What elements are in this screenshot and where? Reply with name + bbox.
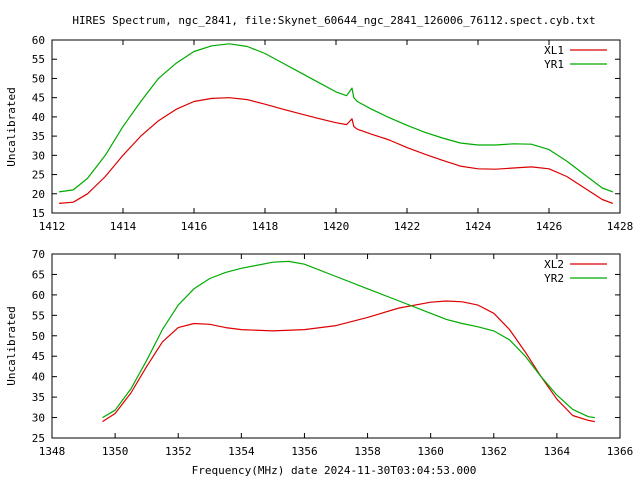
y-tick-label: 45 [32, 92, 45, 105]
y-tick-label: 30 [32, 412, 45, 425]
y-tick-label: 30 [32, 149, 45, 162]
x-tick-label: 1414 [110, 220, 137, 233]
y-tick-label: 25 [32, 169, 45, 182]
x-tick-label: 1350 [102, 445, 129, 458]
x-tick-label: 1358 [354, 445, 381, 458]
bottom-spectrum-panel: 1348 1350 1352 1354 1356 1358 1360 1362 1364 1366… [5, 248, 633, 458]
x-tick-label: 1360 [417, 445, 444, 458]
x-tick-label: 1424 [465, 220, 492, 233]
legend-label: YR1 [544, 58, 564, 71]
y-tick-label: 55 [32, 309, 45, 322]
legend-label: YR2 [544, 272, 564, 285]
x-tick-label: 1364 [544, 445, 571, 458]
y-tick-label: 25 [32, 432, 45, 445]
x-tick-label: 1422 [394, 220, 421, 233]
y-axis-label: Uncalibrated [5, 306, 18, 385]
y-axis-label: Uncalibrated [5, 87, 18, 166]
y-tick-label: 40 [32, 371, 45, 384]
y-tick-label: 50 [32, 72, 45, 85]
series-line-xl2 [102, 300, 595, 423]
y-tick-label: 35 [32, 130, 45, 143]
x-tick-label: 1428 [607, 220, 634, 233]
x-tick-label: 1356 [291, 445, 318, 458]
x-tick-label: 1352 [165, 445, 192, 458]
x-tick-label: 1362 [481, 445, 508, 458]
y-tick-label: 55 [32, 53, 45, 66]
x-tick-label: 1412 [39, 220, 66, 233]
y-tick-label: 60 [32, 289, 45, 302]
top-spectrum-panel: 1412 1414 1416 1418 1420 1422 1424 1426 1428 15 20… [5, 34, 633, 233]
plot-frame [51, 39, 621, 214]
bottom-x-axis-label: Frequency(MHz) date 2024-11-30T03:04:53.… [192, 464, 477, 477]
legend-label: XL2 [544, 258, 564, 271]
x-tick-label: 1426 [536, 220, 563, 233]
series-line-yr1 [59, 43, 614, 193]
y-tick-label: 65 [32, 268, 45, 281]
x-tick-label: 1418 [252, 220, 279, 233]
series-line-yr2 [102, 260, 595, 419]
x-tick-label: 1366 [607, 445, 634, 458]
figure-title: HIRES Spectrum, ngc_2841, file:Skynet_60… [72, 14, 595, 27]
y-tick-label: 20 [32, 188, 45, 201]
plot-frame [51, 253, 621, 439]
y-tick-label: 40 [32, 111, 45, 124]
x-tick-label: 1420 [323, 220, 350, 233]
y-tick-label: 60 [32, 34, 45, 47]
series-line-xl1 [59, 97, 614, 204]
y-tick-label: 35 [32, 391, 45, 404]
x-tick-label: 1348 [39, 445, 66, 458]
x-tick-label: 1354 [228, 445, 255, 458]
legend-label: XL1 [544, 44, 564, 57]
y-tick-label: 45 [32, 350, 45, 363]
x-tick-label: 1416 [181, 220, 208, 233]
y-tick-label: 50 [32, 330, 45, 343]
y-tick-label: 15 [32, 207, 45, 220]
y-tick-label: 70 [32, 248, 45, 261]
